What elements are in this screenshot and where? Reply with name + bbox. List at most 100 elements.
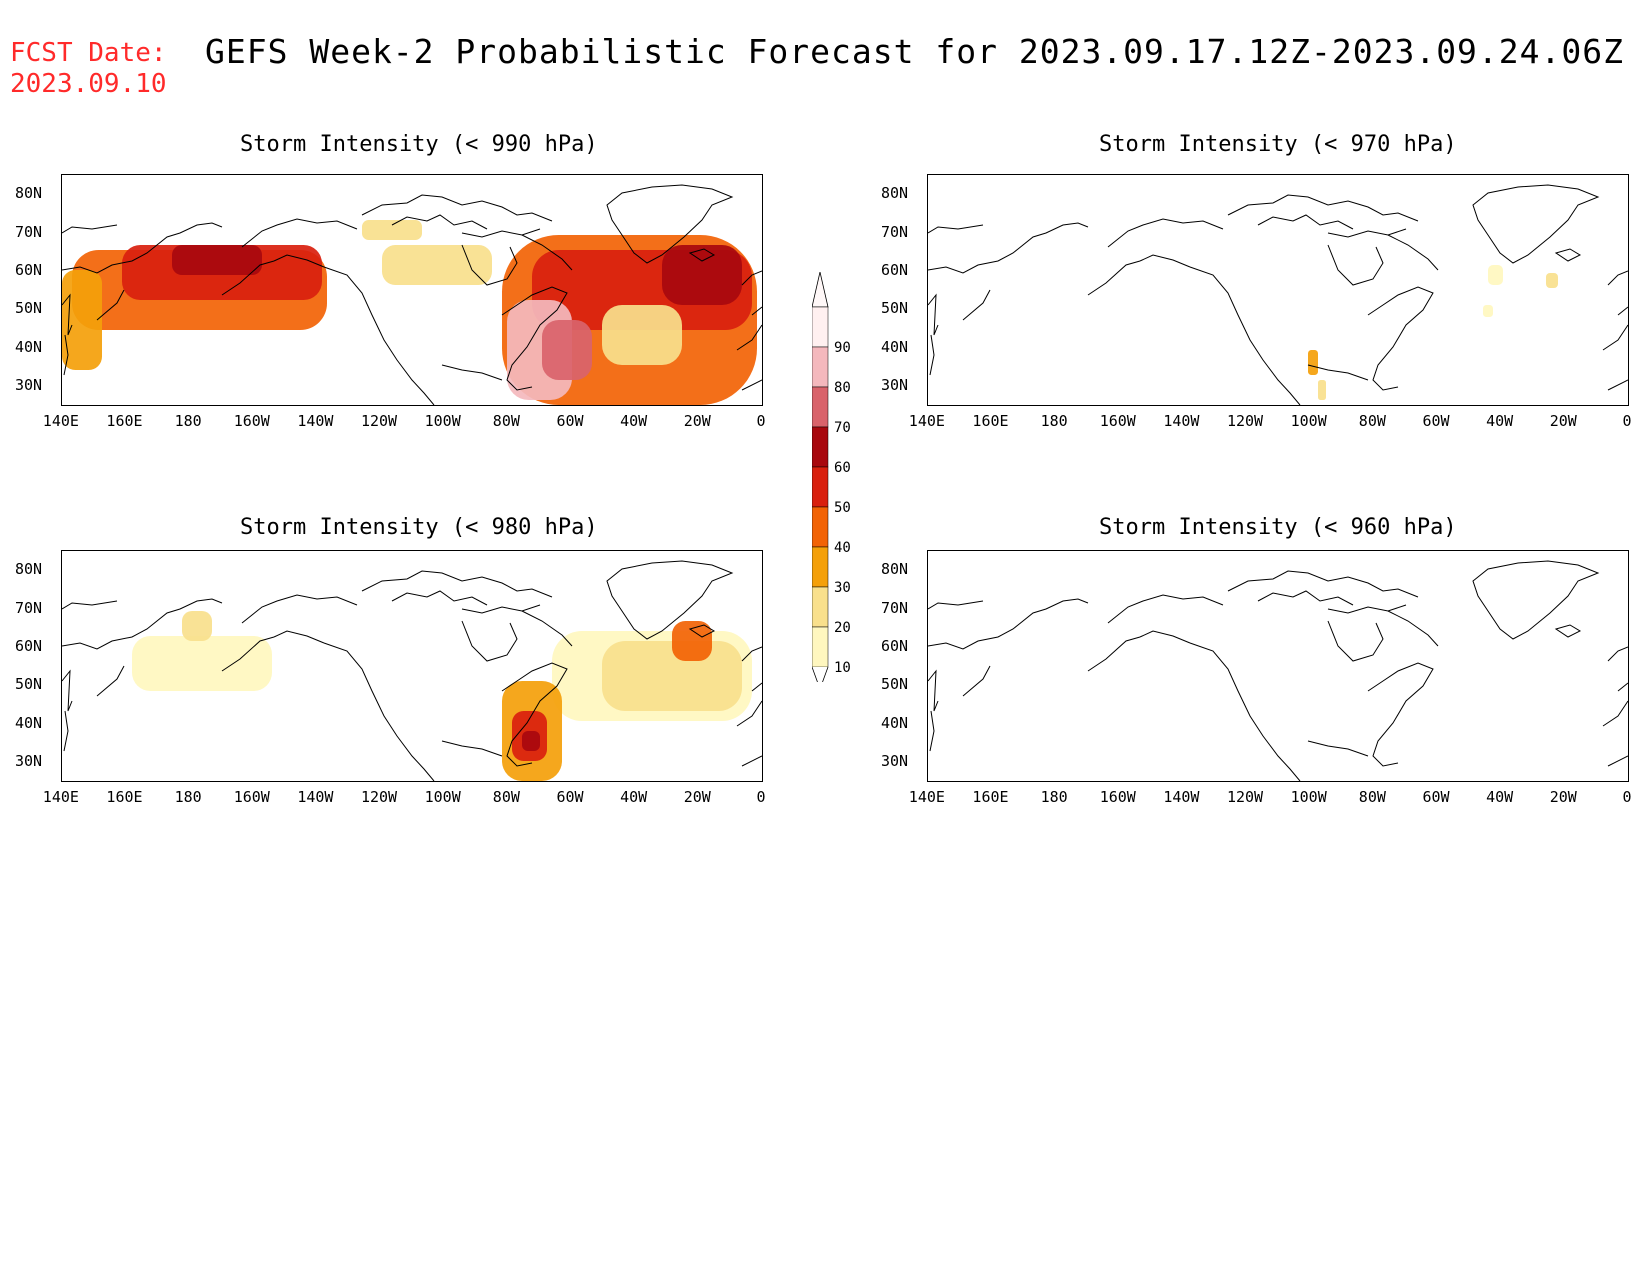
lon-tick-label: 40W <box>1486 788 1514 806</box>
probability-shade <box>602 641 742 711</box>
panel-title-970: Storm Intensity (< 970 hPa) <box>1099 132 1457 157</box>
coastline <box>1607 646 1628 662</box>
lat-tick-label: 40N <box>881 713 909 732</box>
coastline <box>1227 194 1419 222</box>
coastline <box>323 642 435 781</box>
coastline <box>606 560 734 640</box>
lon-tick-label: 160E <box>106 412 143 430</box>
fcst-date-block: FCST Date: 2023.09.10 <box>10 38 167 100</box>
probability-shade <box>1308 350 1318 375</box>
coastline <box>461 228 541 238</box>
panel-title-980: Storm Intensity (< 980 hPa) <box>240 515 598 540</box>
probability-shade <box>1546 273 1558 288</box>
coastline <box>461 244 518 286</box>
lon-tick-label: 180 <box>174 788 202 806</box>
lon-tick-label: 20W <box>683 412 711 430</box>
coastline <box>1472 184 1600 264</box>
coastline <box>1139 630 1191 644</box>
coastline <box>1607 379 1628 391</box>
lon-tick-label: 60W <box>1422 412 1450 430</box>
coastline <box>1189 642 1301 781</box>
lon-tick-label: 100W <box>1290 412 1327 430</box>
coastline <box>273 254 325 268</box>
lon-tick-label: 160E <box>972 788 1009 806</box>
colorbar-label: 80 <box>834 380 851 396</box>
coastline <box>1107 594 1224 624</box>
colorbar-segment <box>812 346 829 388</box>
coastline <box>96 289 125 321</box>
lon-tick-label: 20W <box>683 788 711 806</box>
probability-shade <box>602 305 682 365</box>
coastline <box>741 379 762 391</box>
coastline <box>1554 624 1582 638</box>
lon-tick-label: 140W <box>1163 412 1200 430</box>
colorbar-segment <box>812 306 829 348</box>
coastline <box>688 624 716 638</box>
lon-tick-label: 80W <box>492 412 520 430</box>
coastline <box>391 590 488 606</box>
colorbar-segment <box>812 506 829 548</box>
lon-tick-label: 120W <box>1226 412 1264 430</box>
colorbar-segment <box>812 546 829 588</box>
probability-shade <box>182 611 212 641</box>
probability-shade <box>362 220 422 240</box>
lon-tick-label: 60W <box>1422 788 1450 806</box>
lat-tick-label: 70N <box>881 222 909 241</box>
coastline <box>391 214 488 230</box>
coastline <box>1087 636 1141 672</box>
lon-tick-label: 140E <box>908 788 945 806</box>
lat-tick-label: 30N <box>881 375 909 394</box>
coastline <box>928 293 939 336</box>
coastline <box>1602 324 1628 351</box>
coastline <box>441 740 503 757</box>
coastline <box>323 266 435 405</box>
coastline <box>63 710 69 752</box>
coastline <box>1257 214 1354 230</box>
coastline <box>62 598 223 650</box>
coastline <box>1227 570 1419 598</box>
map-panel-980 <box>61 550 763 782</box>
lon-tick-label: 160E <box>972 412 1009 430</box>
lat-tick-label: 70N <box>15 222 43 241</box>
lon-tick-label: 120W <box>1226 788 1264 806</box>
coastline <box>461 620 518 662</box>
coastline <box>521 234 573 271</box>
coastline <box>736 700 762 727</box>
lon-tick-label: 60W <box>556 412 584 430</box>
coastline <box>1327 604 1407 614</box>
coastline <box>741 270 762 286</box>
coastline <box>1327 244 1384 286</box>
coastline <box>96 665 125 697</box>
lon-tick-label: 180 <box>174 412 202 430</box>
probability-shade <box>172 245 262 275</box>
lon-tick-label: 80W <box>1358 412 1386 430</box>
lat-tick-label: 50N <box>881 675 909 694</box>
coastline <box>751 306 762 316</box>
coastline <box>62 293 73 336</box>
lon-tick-label: 160W <box>1099 412 1136 430</box>
colorbar-label: 10 <box>834 660 851 676</box>
map-panel-970 <box>927 174 1629 406</box>
coastline <box>501 662 568 767</box>
fcst-date-value: 2023.09.10 <box>10 69 167 99</box>
probability-shade <box>672 621 712 661</box>
coastline <box>606 184 734 264</box>
main-title: GEFS Week-2 Probabilistic Forecast for 2… <box>205 32 1625 71</box>
lon-tick-label: 100W <box>424 788 461 806</box>
lon-tick-label: 100W <box>1290 788 1327 806</box>
colorbar-segment <box>812 426 829 468</box>
colorbar-label: 20 <box>834 620 851 636</box>
coastline <box>62 222 223 274</box>
coastline <box>741 646 762 662</box>
lat-tick-label: 50N <box>15 299 43 318</box>
lon-tick-label: 80W <box>1358 788 1386 806</box>
lon-tick-label: 180 <box>1040 788 1068 806</box>
lon-tick-label: 20W <box>1549 788 1577 806</box>
coastline <box>241 594 358 624</box>
lat-tick-label: 60N <box>881 636 909 655</box>
coastline <box>1617 306 1628 316</box>
probability-shade <box>522 731 540 751</box>
coastline <box>688 248 716 262</box>
coastline <box>63 334 69 376</box>
coastline <box>521 610 573 647</box>
